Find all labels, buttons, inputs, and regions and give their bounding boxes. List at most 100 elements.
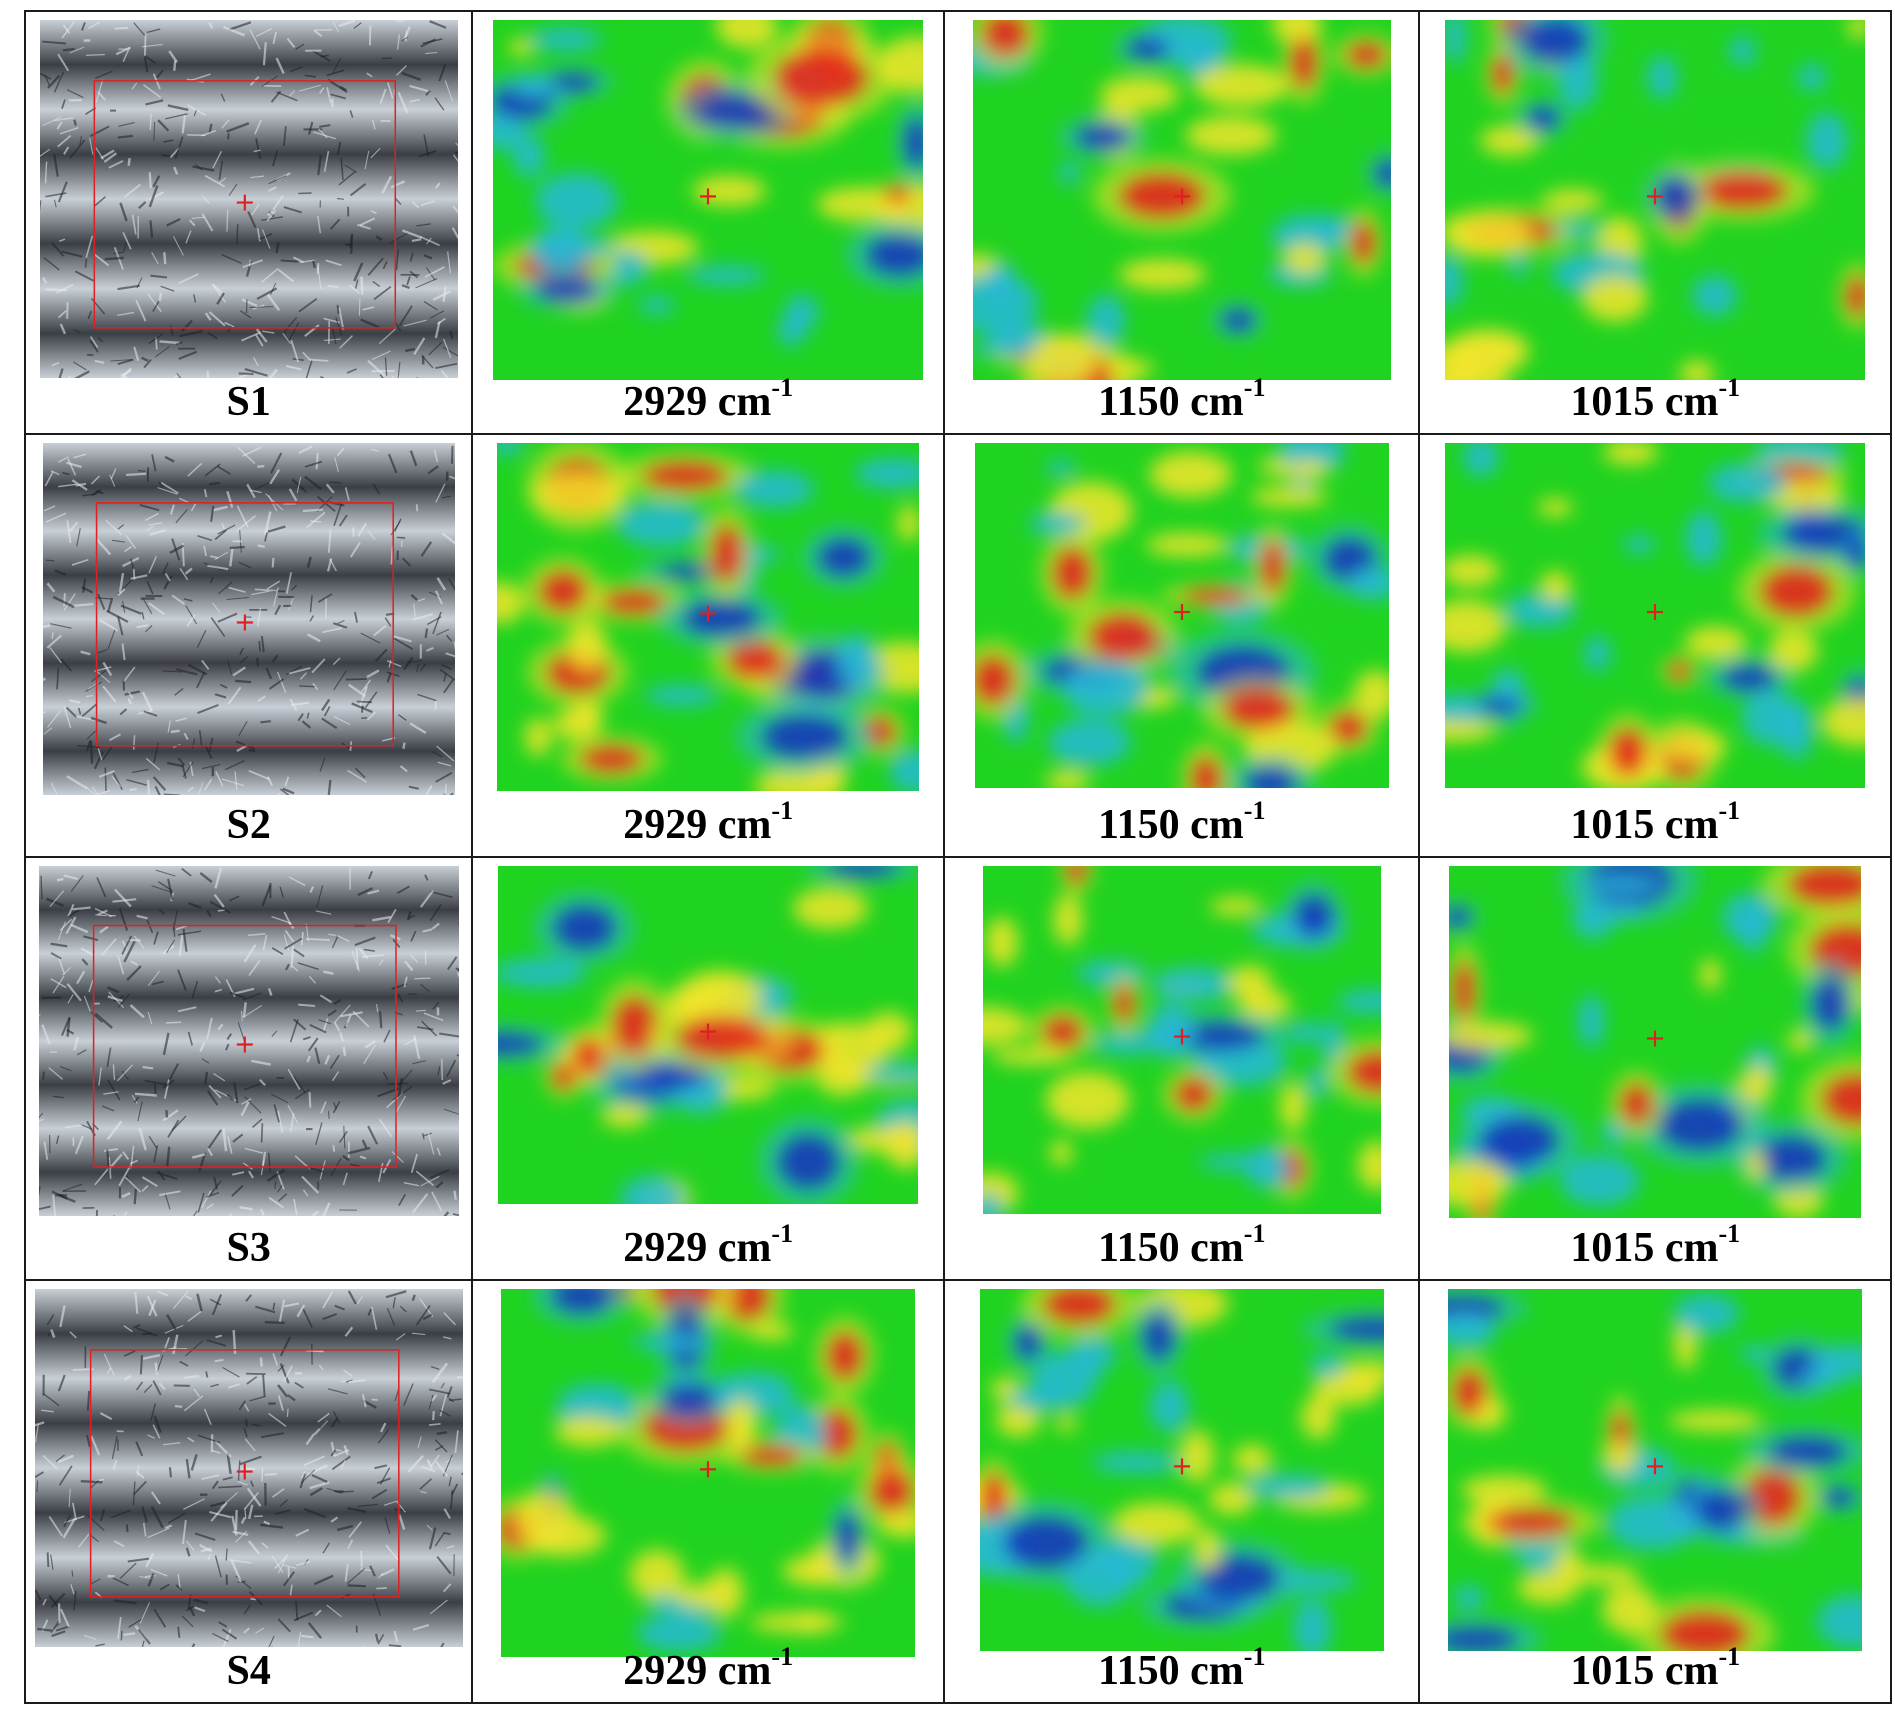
photo-texture [284,776,289,787]
photo-texture [368,25,372,46]
photo-texture [450,1483,458,1496]
photo-texture [141,1176,158,1188]
photo-texture [282,787,295,795]
photo-texture [34,1424,39,1443]
photo-texture [61,20,75,39]
photo-texture [395,322,401,332]
photo-texture [407,1454,424,1473]
photo-texture [401,71,421,81]
photo-texture [209,1180,222,1196]
wavenumber-value: 2929 [623,379,708,425]
photo-texture [196,704,219,714]
center-marker [1647,604,1664,621]
photo-texture [254,1305,276,1314]
wavenumber-value: 2929 [623,802,708,848]
photo-texture [147,522,162,526]
photo-texture [187,663,208,676]
photo-texture [150,252,159,265]
photo-texture [357,522,367,537]
photo-texture [128,1618,142,1628]
photo-texture [428,1527,437,1550]
photo-texture [272,195,284,211]
photo-texture [72,361,87,371]
photo-texture [143,55,149,73]
photo-texture [377,1162,384,1182]
photo-texture [131,1094,138,1104]
photo-texture [412,1035,420,1059]
photo-texture [397,361,401,378]
photo-texture [147,1299,157,1317]
photo-texture [359,318,381,329]
photo-texture [253,149,261,153]
photo-texture [256,607,261,627]
photo-texture [422,1132,432,1137]
photo-texture [290,339,299,363]
photo-texture [66,520,72,544]
photo-texture [174,1404,183,1408]
photo-texture [325,259,342,267]
ir-intensity-map [972,20,1391,380]
wavenumber-unit: cm [1190,1648,1244,1694]
photo-texture [300,1470,306,1479]
photo-texture [101,746,113,761]
photo-texture [62,593,66,607]
photo-texture [143,1384,153,1394]
photo-texture [95,914,107,917]
photo-texture [214,1334,222,1339]
photo-texture [67,994,74,1004]
photo-texture [417,598,425,602]
photo-texture [164,455,175,463]
photo-texture [151,980,164,986]
photo-texture [424,89,431,96]
photo-texture [132,1323,141,1329]
photo-texture [382,1071,389,1081]
photo-texture [155,869,176,877]
photo-texture [101,685,117,703]
photo-texture [51,361,60,367]
photo-texture [152,1145,158,1163]
photo-texture [266,294,280,311]
photo-texture [380,1568,395,1577]
photo-texture [113,888,132,908]
photo-texture [48,1594,59,1607]
photo-texture [314,1122,323,1146]
wavenumber-value: 1150 [1097,1648,1180,1694]
photo-texture [165,218,181,227]
photo-texture [251,1118,263,1128]
photo-texture [284,930,294,943]
photo-texture [135,1381,143,1391]
photo-texture [283,1365,293,1382]
photo-texture [401,742,406,750]
photo-texture [409,954,418,963]
photo-texture [250,489,262,494]
photo-texture [209,900,231,914]
photo-texture [118,1165,131,1187]
photo-texture [117,134,133,139]
photo-texture [226,1033,232,1040]
photo-texture [331,327,337,345]
photo-texture [212,283,224,295]
photo-texture [228,548,234,567]
photo-texture [191,738,195,749]
photo-texture [326,1604,342,1618]
photo-texture [370,448,379,452]
photo-texture [201,763,221,770]
photo-texture [397,1194,406,1206]
photo-texture [204,312,212,321]
photo-texture [443,1508,451,1519]
photo-texture [43,257,60,271]
photo-texture [260,267,279,283]
photo-texture [420,541,432,557]
photo-texture [94,1166,111,1186]
photo-texture [77,707,81,715]
photo-texture [247,1170,254,1179]
photo-texture [246,1487,262,1507]
photo-texture [302,508,323,513]
photo-texture [176,1626,181,1638]
wavenumber-value: 1015 [1570,1648,1655,1694]
photo-texture [435,745,455,762]
photo-texture [103,1353,115,1376]
photo-texture [260,216,283,221]
photo-texture [201,1474,220,1480]
photo-texture [319,757,326,772]
